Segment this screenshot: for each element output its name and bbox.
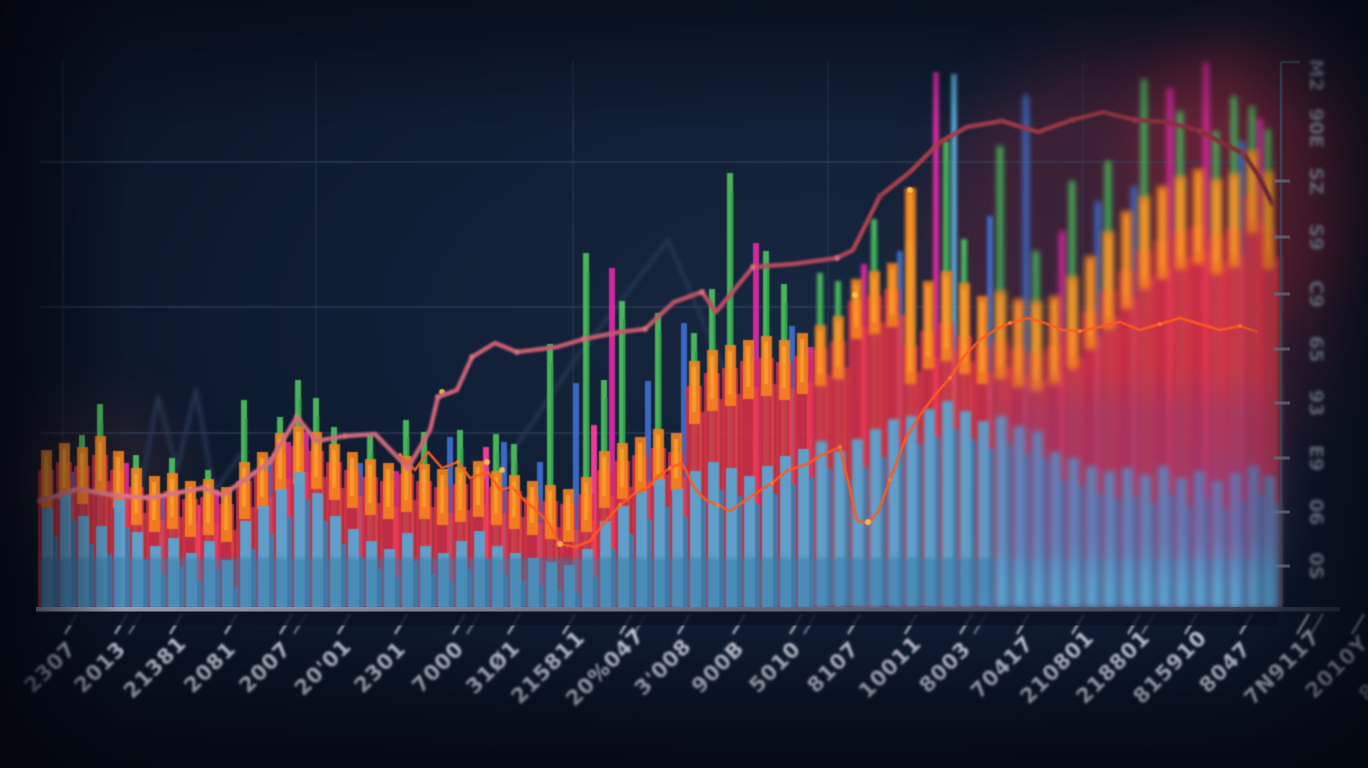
line-marker-dot	[1197, 128, 1203, 134]
sparkle-dot	[907, 187, 913, 193]
sparkle-dot	[852, 292, 858, 298]
sparkle-dot	[865, 519, 871, 525]
line-marker-dot	[642, 326, 648, 332]
line-marker-dot	[937, 139, 943, 145]
x-axis-label: 900B	[687, 636, 749, 698]
line-marker-dot	[1240, 150, 1246, 156]
sparkle-dot	[499, 467, 505, 473]
line-marker-dot	[37, 498, 43, 504]
line-marker-dot	[1069, 117, 1075, 123]
x-axis-label: 2301	[349, 636, 410, 697]
line-marker-dot	[834, 255, 840, 261]
line-marker-dot	[109, 492, 115, 498]
y-axis-label: E9	[1305, 445, 1327, 471]
y-axis-label: 93	[1305, 390, 1327, 416]
line-marker-dot	[750, 264, 756, 270]
y-axis-label: M2	[1305, 59, 1327, 91]
y-axis-label: SZ	[1305, 167, 1327, 194]
line-marker-dot	[877, 193, 883, 199]
x-axis-label: 7000	[407, 636, 468, 697]
line-marker-dot	[1269, 200, 1275, 206]
x-axis-label: 10011	[854, 631, 926, 703]
y-axis-label: 0S	[1305, 553, 1327, 580]
x-axis-label: 5010	[744, 636, 805, 697]
x-labels: 23072013213812081200720'012301700031Ø121…	[19, 623, 1368, 711]
line-marker-dot	[294, 414, 300, 420]
line-marker-dot	[435, 394, 441, 400]
x-axis-label: 2307	[19, 636, 80, 697]
y-axis-label: 06	[1305, 499, 1327, 525]
baseline-shadow-strip	[36, 611, 1278, 626]
line-marker-dot	[244, 475, 250, 481]
sparkle-dot	[557, 541, 563, 547]
x-axis-label: 2007	[234, 636, 295, 697]
line-marker-dot	[469, 354, 475, 360]
y-axis-label: 65	[1305, 336, 1327, 362]
x-axis-baseline	[36, 607, 1340, 612]
x-axis-tick	[1350, 613, 1366, 635]
line-marker-dot	[514, 349, 520, 355]
y-axis-label: S9	[1305, 224, 1327, 251]
y-axis-label: 90E	[1305, 108, 1327, 147]
line-marker-dot	[699, 289, 705, 295]
x-axis-label: 21381	[119, 631, 191, 703]
line-marker-dot	[200, 485, 206, 491]
x-axis-label: 8107	[802, 636, 863, 697]
line-marker-dot	[1132, 117, 1138, 123]
y-axis-label: C9	[1305, 280, 1327, 307]
line-marker-dot	[405, 465, 411, 471]
x-axis-label: 20'01	[290, 634, 356, 700]
line-marker-dot	[342, 433, 348, 439]
purple-haze	[1000, 390, 1278, 565]
line-marker-dot	[999, 118, 1005, 124]
line-marker-dot	[581, 336, 587, 342]
sparkle-dot	[484, 459, 490, 465]
